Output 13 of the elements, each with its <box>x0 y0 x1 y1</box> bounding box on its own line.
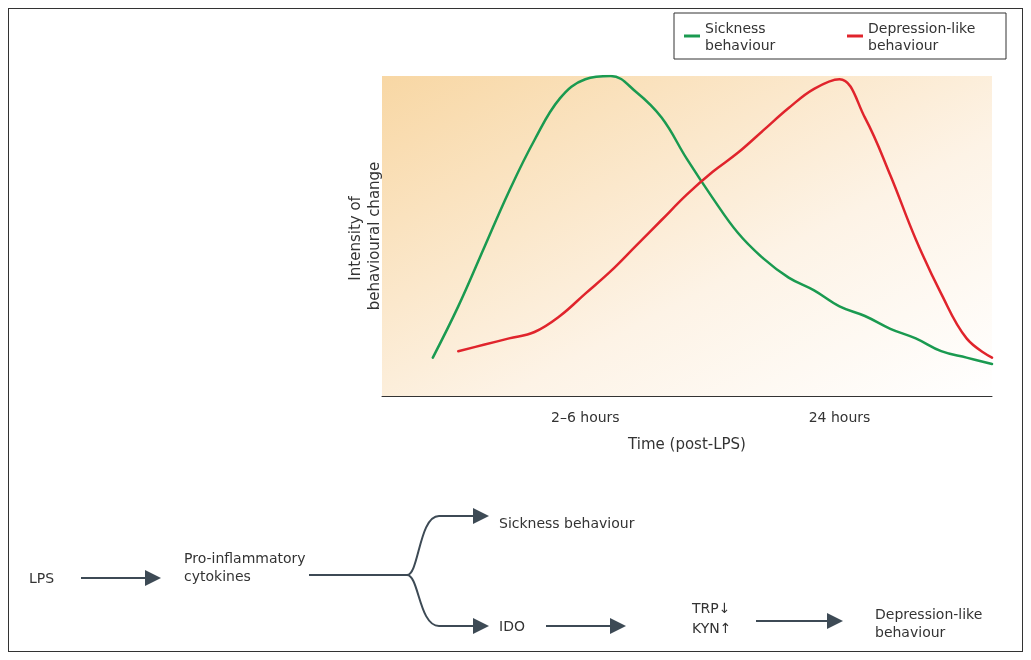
x-axis-title: Time (post-LPS) <box>627 434 746 453</box>
y-axis-title: Intensity of behavioural change <box>345 161 383 311</box>
x-tick-label: 24 hours <box>808 409 871 425</box>
text: Depression-like behaviour <box>875 605 984 641</box>
legend-label: Sickness behaviour <box>705 19 776 53</box>
text: LPS <box>29 569 56 587</box>
text: Sickness behaviour <box>499 514 636 532</box>
text: KYN↑ <box>692 619 733 637</box>
legend-label: Depression-like behaviour <box>868 19 980 53</box>
text: IDO <box>499 617 526 635</box>
text: Pro-inflammatory cytokines <box>184 549 307 585</box>
x-tick-label: 2–6 hours <box>551 409 620 425</box>
text: TRP↓ <box>692 599 732 617</box>
